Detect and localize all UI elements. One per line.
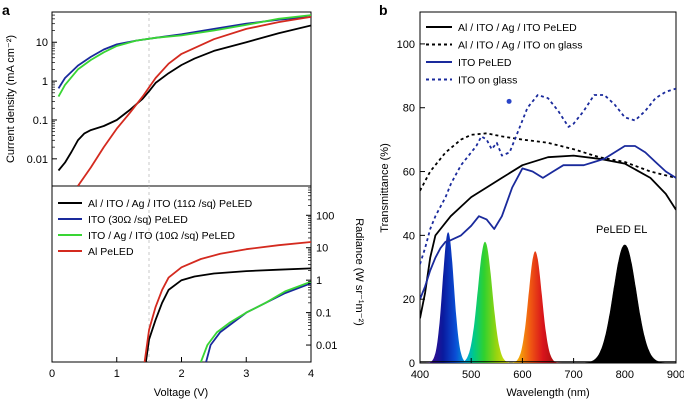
- a-xtick-label: 3: [243, 368, 249, 380]
- a-top-series-al-peled: [77, 16, 311, 186]
- voltage-axis-label: Voltage (V): [154, 387, 208, 399]
- legend-panel-a: Al / ITO / Ag / ITO (11Ω /sq) PeLED ITO (…: [58, 198, 253, 258]
- a-bottom-ytick-label: 0.1: [316, 308, 331, 320]
- a-xtick-label: 2: [178, 368, 184, 380]
- legend-b-label-ito-peled: ITO PeLED: [458, 57, 512, 69]
- current-density-axis-label: Current density (mA cm⁻²): [5, 35, 17, 163]
- b-ytick-label: 80: [403, 103, 415, 115]
- panel-label-b: b: [379, 2, 388, 18]
- b-xtick-label: 800: [616, 369, 634, 381]
- transmittance-axis-label: Transmittance (%): [379, 143, 391, 232]
- a-bottom-ytick-label: 1: [316, 275, 322, 287]
- a-top-series-al-ito-ag-ito-11-sq-peled: [57, 24, 311, 172]
- a-top-ytick-label: 1: [42, 76, 48, 88]
- panel-a-top-frame: [51, 11, 312, 187]
- a-bottom-series-ito-30-sq-peled: [205, 282, 311, 362]
- el-peak-800nm: [579, 244, 670, 363]
- a-bottom-ytick-label: 100: [316, 210, 334, 222]
- b-xtick-label: 700: [564, 369, 582, 381]
- legend-panel-b: Al / ITO / Ag / ITO PeLED Al / ITO / Ag /…: [426, 22, 583, 87]
- legend-b-label-ito-on-glass: ITO on glass: [458, 75, 517, 87]
- a-bottom-series-al-peled: [143, 241, 311, 362]
- el-peak-527nm: [456, 241, 514, 363]
- legend-b-label-al-ito-ag-ito-on-glass: Al / ITO / Ag / ITO on glass: [458, 40, 583, 52]
- b-xtick-label: 900: [667, 369, 684, 381]
- legend-a-label-al-peled: Al PeLED: [88, 246, 134, 258]
- b-series-ito-peled: [420, 145, 676, 300]
- b-data-marker: [506, 98, 512, 104]
- wavelength-axis-label: Wavelength (nm): [506, 387, 589, 399]
- b-ytick-label: 0: [409, 358, 415, 370]
- a-bottom-ytick-label: 0.01: [316, 340, 337, 352]
- a-bottom-series-al-ito-ag-ito-11-sq-peled: [145, 267, 311, 362]
- el-peak-455nm: [425, 232, 471, 363]
- b-xtick-label: 600: [513, 369, 531, 381]
- a-bottom-ytick-label: 10: [316, 243, 328, 255]
- b-xtick-label: 400: [411, 369, 429, 381]
- b-xtick-label: 500: [462, 369, 480, 381]
- legend-a-label-al-ito-ag-ito-11-sq-peled: Al / ITO / Ag / ITO (11Ω /sq) PeLED: [88, 198, 253, 210]
- a-bottom-series-ito-ag-ito-10-sq-peled: [200, 280, 311, 362]
- b-series-al-ito-ag-ito-on-glass: [420, 132, 676, 192]
- b-ytick-label: 40: [403, 230, 415, 242]
- a-xtick-label: 0: [49, 368, 55, 380]
- radiance-axis-label: Radiance (W sr⁻¹m⁻²): [353, 218, 365, 326]
- a-xtick-label: 1: [114, 368, 120, 380]
- legend-b-label-al-ito-ag-ito-peled: Al / ITO / Ag / ITO PeLED: [458, 22, 577, 34]
- b-ytick-label: 60: [403, 167, 415, 179]
- legend-a-label-ito-30-sq-peled: ITO (30Ω /sq) PeLED: [88, 214, 188, 226]
- panel-label-a: a: [2, 2, 10, 18]
- b-ytick-label: 100: [397, 39, 415, 51]
- peled-el-annotation: PeLED EL: [596, 224, 647, 236]
- a-xtick-label: 4: [308, 368, 314, 380]
- b-series-al-ito-ag-ito-peled: [420, 154, 676, 319]
- el-peak-625nm: [508, 251, 562, 363]
- panel-a-bottom-frame: [51, 185, 312, 363]
- b-ytick-label: 20: [403, 294, 415, 306]
- a-top-ytick-label: 0.1: [33, 115, 48, 127]
- legend-a-label-ito-ag-ito-10-sq-peled: ITO / Ag / ITO (10Ω /sq) PeLED: [88, 230, 235, 242]
- a-top-ytick-label: 10: [36, 37, 48, 49]
- a-top-ytick-label: 0.01: [27, 154, 48, 166]
- b-series-ito-on-glass: [420, 87, 676, 265]
- a-top-series-ito-ag-ito-10-sq-peled: [57, 14, 311, 98]
